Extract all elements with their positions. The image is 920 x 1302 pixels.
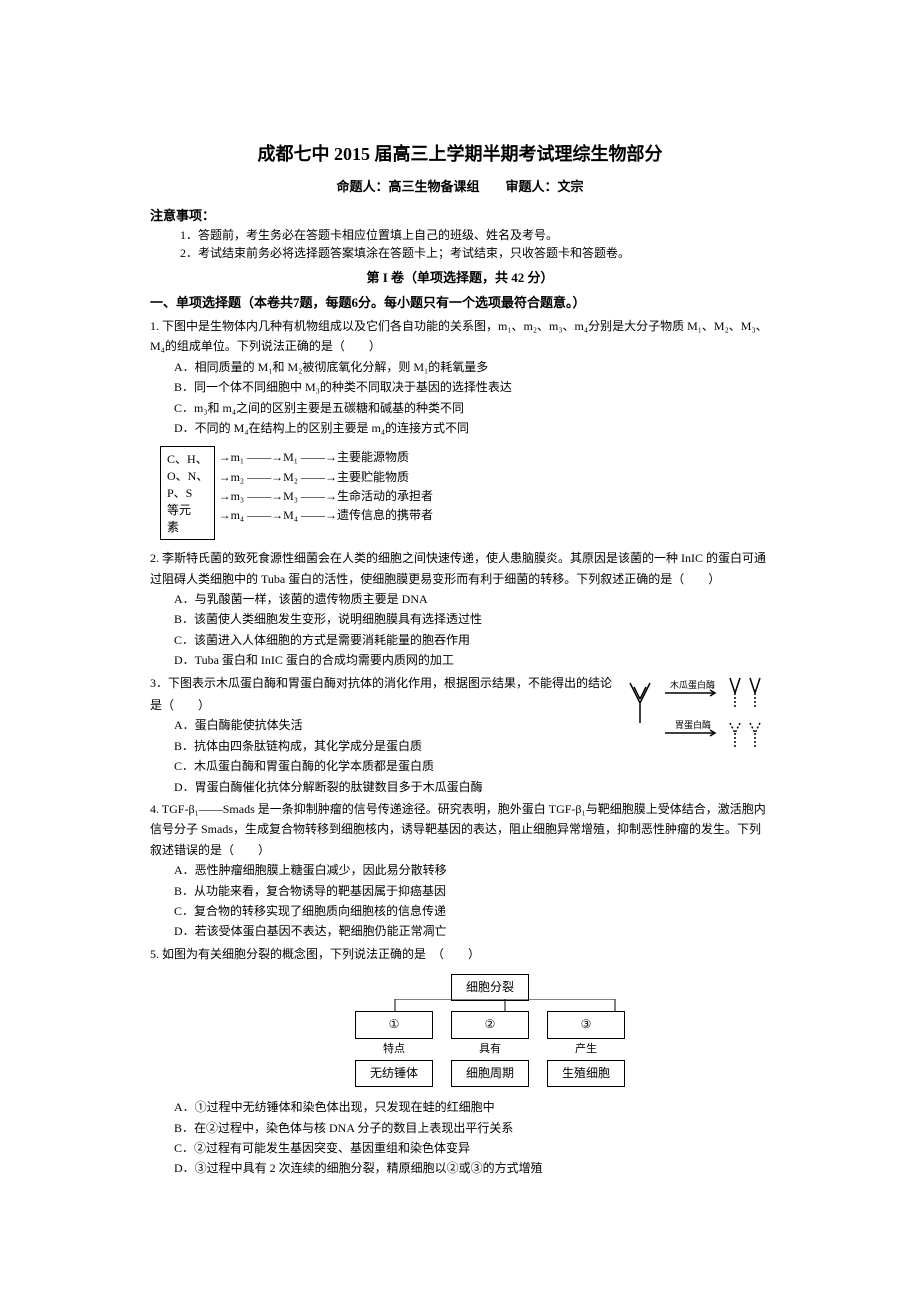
q5-concept-map: 细胞分裂 ① ② ③ 特点 具有 产生 无纺锤体 细胞周期 生殖细胞 [210,972,770,1089]
question-5: 5. 如图为有关细胞分裂的概念图，下列说法正确的是 （ ） [150,944,770,964]
q5-option-c: C．②过程有可能发生基因突变、基因重组和染色体变异 [150,1138,770,1158]
q4-option-c: C．复合物的转移实现了细胞质向细胞核的信息传递 [150,901,770,921]
notice-item-2: 2．考试结束前务必将选择题答案填涂在答题卡上；考试结束，只收答题卡和答题卷。 [150,244,770,262]
elements-box: C、H、 O、N、 P、S 等元 素 [160,446,215,540]
exam-subtitle: 命题人：高三生物备课组 审题人：文宗 [150,177,770,198]
q4-option-d: D．若该受体蛋白基因不表达，靶细胞仍能正常凋亡 [150,921,770,941]
q1-option-c: C．m₃和 m₄之间的区别主要是五碳糖和碱基的种类不同 [150,398,770,418]
q1-option-d: D．不同的 M₄在结构上的区别主要是 m₄的连接方式不同 [150,418,770,438]
q5-option-b: B．在②过程中，染色体与核 DNA 分子的数目上表现出平行关系 [150,1118,770,1138]
section-1-header: 第 I 卷（单项选择题，共 42 分） [150,268,770,289]
notice-item-1: 1．答题前，考生务必在答题卡相应位置填上自己的班级、姓名及考号。 [150,226,770,244]
q2-option-c: C．该菌进入人体细胞的方式是需要消耗能量的胞吞作用 [150,630,770,650]
q1-diagram: C、H、 O、N、 P、S 等元 素 →m₁ ——→M₁ ——→主要能源物质 →… [160,446,770,540]
question-1: 1. 下图中是生物体内几种有机物组成以及它们各自功能的关系图，m₁、m₂、m₃、… [150,316,770,357]
question-4: 4. TGF-β₁——Smads 是一条抑制肿瘤的信号传递途径。研究表明，胞外蛋… [150,799,770,860]
question-type-header: 一、单项选择题（本卷共7题，每题6分。每小题只有一个选项最符合题意。） [150,293,770,314]
q5-option-a: A．①过程中无纺锤体和染色体出现，只发现在蛙的红细胞中 [150,1097,770,1117]
q4-option-a: A．恶性肿瘤细胞膜上糖蛋白减少，因此易分散转移 [150,860,770,880]
q3-option-d: D．胃蛋白酶催化抗体分解断裂的肽键数目多于木瓜蛋白酶 [150,777,770,797]
question-2: 2. 李斯特氏菌的致死食源性细菌会在人类的细胞之间快速传递，使人患脑膜炎。其原因… [150,548,770,589]
q1-option-b: B．同一个体不同细胞中 M₃的种类不同取决于基因的选择性表达 [150,377,770,397]
q2-option-a: A．与乳酸菌一样，该菌的遗传物质主要是 DNA [150,589,770,609]
papaya-label: 木瓜蛋白酶 [670,679,715,690]
q4-option-b: B．从功能来看，复合物诱导的靶基因属于抑癌基因 [150,881,770,901]
q2-option-b: B．该菌使人类细胞发生变形，说明细胞膜具有选择透过性 [150,609,770,629]
notice-header: 注意事项： [150,206,770,227]
q1-option-a: A．相同质量的 M₁和 M₂被彻底氧化分解，则 M₁的耗氧量多 [150,357,770,377]
pepsin-label: 胃蛋白酶 [675,719,711,730]
exam-title: 成都七中 2015 届高三上学期半期考试理综生物部分 [150,140,770,169]
q5-option-d: D．③过程中具有 2 次连续的细胞分裂，精原细胞以②或③的方式增殖 [150,1158,770,1178]
q2-option-d: D．Tuba 蛋白和 InIC 蛋白的合成均需要内质网的加工 [150,650,770,670]
q3-antibody-diagram: 木瓜蛋白酶 胃蛋白酶 [620,673,780,780]
arrows-box: →m₁ ——→M₁ ——→主要能源物质 →m₂ ——→M₂ ——→主要贮能物质 … [219,446,433,525]
